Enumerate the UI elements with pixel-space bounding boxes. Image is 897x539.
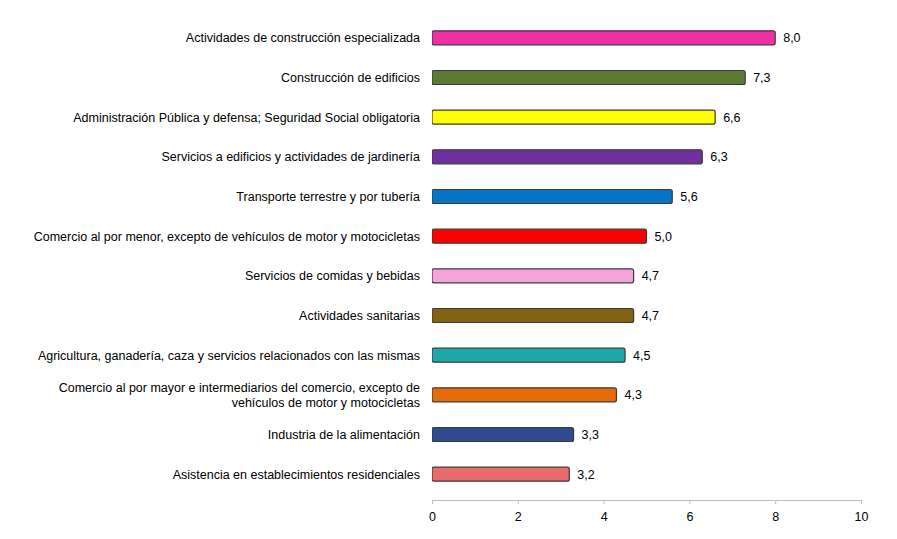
data-label: 4,3 [624,388,641,402]
data-labels: 8,0 7,3 6,6 6,3 5,6 5,0 4,7 4,7 4,5 4,3 3,3 3,2 [577,31,800,481]
data-label: 4,7 [642,309,659,323]
bar [432,229,647,243]
tick-label: 8 [772,510,779,524]
data-label: 4,5 [633,349,650,363]
category-label: Servicios de comidas y bebidas [245,269,420,283]
bar [432,31,775,45]
data-label: 7,3 [753,71,770,85]
tick-mark [861,500,862,504]
category-label-line: Construcción de edificios [281,71,420,85]
tick-label: 10 [855,510,869,524]
category-label-line: Asistencia en establecimientos residenci… [173,468,420,482]
bar [432,71,745,85]
category-label: Comercio al por menor, excepto de vehícu… [34,230,420,244]
axis-line [433,500,862,501]
category-label: Agricultura, ganadería, caza y servicios… [38,349,420,363]
category-label-line: Actividades de construcción especializad… [186,31,420,45]
category-label-line: Transporte terrestre y por tubería [236,190,420,204]
data-label: 6,3 [710,150,727,164]
tick-mark [432,500,433,504]
tick: 10 [855,500,869,524]
data-label: 6,6 [723,111,740,125]
tick: 2 [515,500,522,524]
category-label-line: Agricultura, ganadería, caza y servicios… [38,349,420,363]
data-label: 8,0 [783,31,800,45]
tick: 4 [601,500,608,524]
x-axis: 0 2 4 6 8 10 [429,500,868,524]
data-label: 3,3 [582,428,599,442]
data-label: 5,0 [655,230,672,244]
tick-mark [689,500,690,504]
category-label: Comercio al por mayor e intermediarios d… [59,381,420,410]
category-label: Actividades sanitarias [299,309,420,323]
category-labels: Actividades de construcción especializad… [34,31,420,481]
category-label: Servicios a edificios y actividades de j… [162,150,421,164]
category-label-line: vehículos de motor y motocicletas [232,396,420,410]
bar [432,309,634,323]
bar [432,150,702,164]
category-label: Asistencia en establecimientos residenci… [173,468,420,482]
category-label-line: Actividades sanitarias [299,309,420,323]
category-label: Actividades de construcción especializad… [186,31,420,45]
category-label: Construcción de edificios [281,71,420,85]
category-label: Industria de la alimentación [268,428,420,442]
bar [432,467,569,481]
chart: 8,0 7,3 6,6 6,3 5,6 5,0 4,7 4,7 4,5 4,3 3,3 3,2 Acti… [0,0,897,539]
tick: 6 [686,500,693,524]
tick-mark [518,500,519,504]
tick-mark [604,500,605,504]
category-label: Transporte terrestre y por tubería [236,190,420,204]
category-label-line: Servicios a edificios y actividades de j… [162,150,421,164]
category-label-line: Comercio al por mayor e intermediarios d… [59,381,420,395]
category-label-line: Administración Pública y defensa; Seguri… [73,111,420,125]
tick-label: 6 [686,510,693,524]
bar [432,428,574,442]
bars [432,31,775,481]
data-label: 3,2 [577,468,594,482]
bar [432,110,715,124]
tick-label: 4 [601,510,608,524]
tick-label: 2 [515,510,522,524]
bar [432,348,625,362]
tick: 8 [772,500,779,524]
bar [432,269,634,283]
tick-label: 0 [429,510,436,524]
category-label-line: Comercio al por menor, excepto de vehícu… [34,230,420,244]
bar [432,190,672,204]
category-label-line: Industria de la alimentación [268,428,420,442]
category-label: Administración Pública y defensa; Seguri… [73,111,420,125]
data-label: 4,7 [642,269,659,283]
category-label-line: Servicios de comidas y bebidas [245,269,420,283]
bar [432,388,616,402]
data-label: 5,6 [680,190,697,204]
tick: 0 [429,500,436,524]
tick-mark [775,500,776,504]
